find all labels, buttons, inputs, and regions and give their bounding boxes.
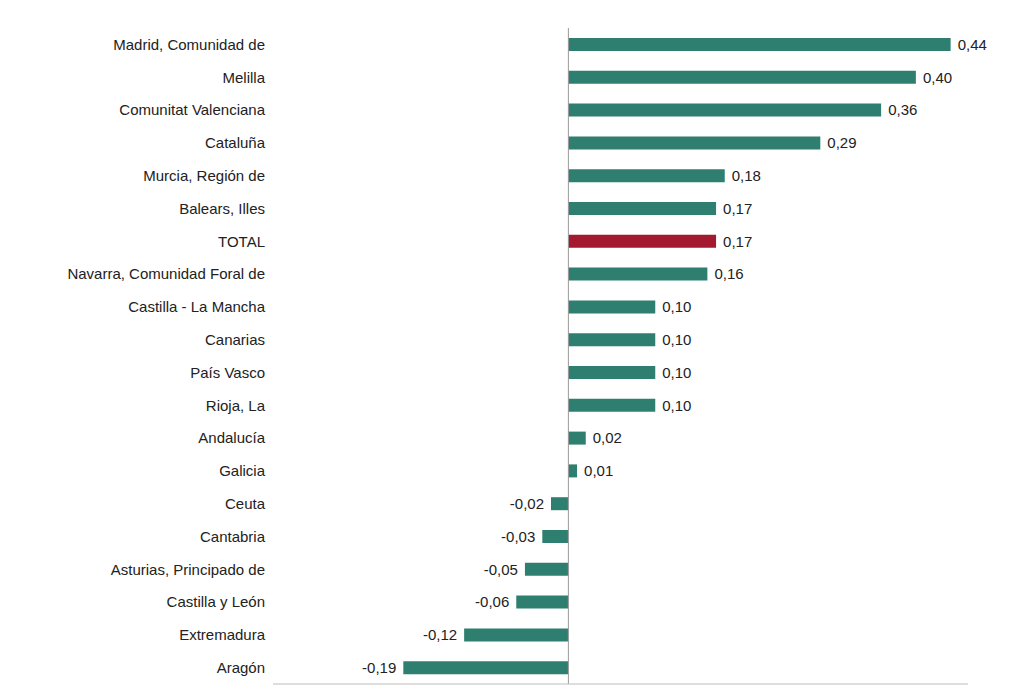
svg-text:0,40: 0,40 [923, 69, 952, 86]
svg-text:0,17: 0,17 [723, 200, 752, 217]
svg-text:0,10: 0,10 [662, 364, 691, 381]
svg-text:Castilla - La Mancha: Castilla - La Mancha [128, 298, 265, 315]
svg-text:0,10: 0,10 [662, 298, 691, 315]
svg-text:0,44: 0,44 [958, 36, 987, 53]
svg-text:Andalucía: Andalucía [198, 429, 265, 446]
svg-text:Canarias: Canarias [205, 331, 265, 348]
svg-text:0,17: 0,17 [723, 233, 752, 250]
svg-text:-0,05: -0,05 [484, 561, 518, 578]
svg-text:Cataluña: Cataluña [205, 134, 266, 151]
svg-text:Comunitat Valenciana: Comunitat Valenciana [119, 101, 265, 118]
svg-text:Balears, Illes: Balears, Illes [179, 200, 265, 217]
svg-text:Asturias, Principado de: Asturias, Principado de [111, 561, 265, 578]
svg-text:Melilla: Melilla [222, 69, 265, 86]
svg-text:Cantabria: Cantabria [200, 528, 266, 545]
svg-text:0,02: 0,02 [593, 429, 622, 446]
svg-text:-0,19: -0,19 [362, 659, 396, 676]
svg-text:0,29: 0,29 [827, 134, 856, 151]
svg-text:0,10: 0,10 [662, 331, 691, 348]
svg-text:-0,06: -0,06 [475, 593, 509, 610]
svg-text:-0,03: -0,03 [501, 528, 535, 545]
svg-text:-0,12: -0,12 [423, 626, 457, 643]
svg-text:Castilla y León: Castilla y León [167, 593, 265, 610]
svg-text:Extremadura: Extremadura [179, 626, 266, 643]
svg-text:País Vasco: País Vasco [190, 364, 265, 381]
svg-text:Galicia: Galicia [219, 462, 266, 479]
svg-text:0,18: 0,18 [732, 167, 761, 184]
svg-text:0,10: 0,10 [662, 397, 691, 414]
svg-text:0,01: 0,01 [584, 462, 613, 479]
svg-text:0,36: 0,36 [888, 101, 917, 118]
svg-text:Madrid, Comunidad de: Madrid, Comunidad de [113, 36, 265, 53]
svg-text:0,16: 0,16 [714, 265, 743, 282]
svg-text:Murcia, Región de: Murcia, Región de [143, 167, 265, 184]
svg-text:Navarra, Comunidad Foral de: Navarra, Comunidad Foral de [67, 265, 265, 282]
svg-text:Rioja, La: Rioja, La [206, 397, 266, 414]
svg-text:TOTAL: TOTAL [218, 233, 265, 250]
svg-text:-0,02: -0,02 [510, 495, 544, 512]
svg-text:Ceuta: Ceuta [225, 495, 266, 512]
svg-text:Aragón: Aragón [217, 659, 265, 676]
